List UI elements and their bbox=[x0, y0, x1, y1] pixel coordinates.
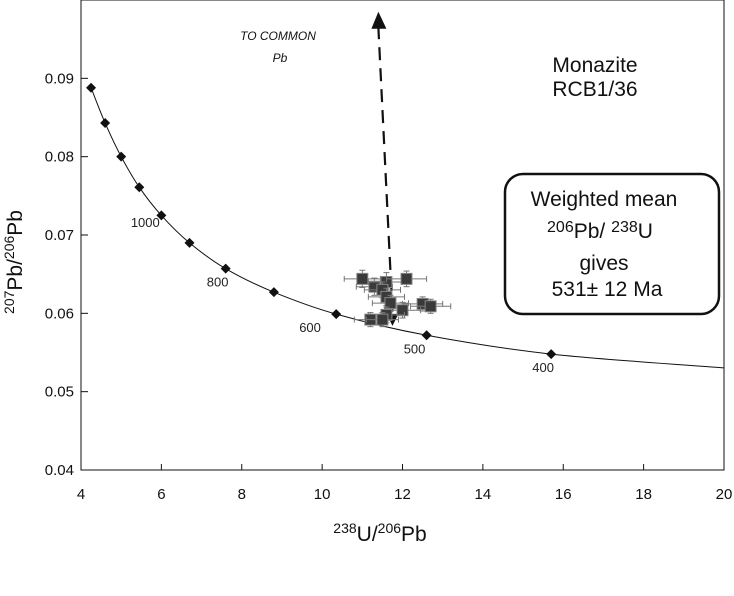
xlabel-sup1: 238 bbox=[333, 520, 357, 536]
xlabel-sup2: 206 bbox=[378, 520, 402, 536]
age-label: 600 bbox=[299, 320, 321, 335]
data-points bbox=[343, 269, 452, 328]
concordia-marker bbox=[331, 309, 342, 320]
y-tick-label: 0.06 bbox=[45, 305, 74, 322]
ylabel-t1: Pb/ bbox=[4, 259, 27, 291]
result-box bbox=[503, 172, 721, 316]
y-tick-label: 0.04 bbox=[45, 462, 74, 479]
concordia-marker bbox=[156, 210, 167, 221]
x-tick-label: 12 bbox=[394, 486, 411, 503]
y-tick-label: 0.07 bbox=[45, 227, 74, 244]
concordia-marker bbox=[220, 263, 231, 274]
concordia-markers bbox=[86, 82, 557, 360]
axis-ticks: 4 6 8 10 12 14 16 18 20 0.04 0.05 0.06 0.07 0.08 0.09 bbox=[45, 70, 733, 503]
xlabel-t2: Pb bbox=[401, 523, 427, 546]
x-tick-label: 6 bbox=[157, 486, 165, 503]
x-axis-label: 238U/206Pb bbox=[333, 520, 426, 546]
age-label: 800 bbox=[207, 275, 229, 290]
arrow-label-line1: TO COMMON bbox=[240, 29, 316, 43]
data-point bbox=[402, 296, 444, 312]
data-point bbox=[365, 312, 399, 328]
concordia-marker bbox=[268, 287, 279, 298]
x-tick-label: 4 bbox=[77, 486, 85, 503]
x-tick-label: 16 bbox=[555, 486, 572, 503]
data-point bbox=[410, 298, 452, 314]
data-point bbox=[385, 270, 428, 288]
age-label: 1000 bbox=[131, 215, 160, 230]
ylabel-t2: Pb bbox=[4, 210, 27, 236]
age-label: 500 bbox=[404, 341, 426, 356]
xlabel-t1: U/ bbox=[357, 523, 378, 546]
y-tick-label: 0.09 bbox=[45, 70, 74, 87]
concordia-marker bbox=[116, 151, 127, 162]
x-tick-label: 18 bbox=[635, 486, 652, 503]
result-sup2: 238 bbox=[611, 219, 638, 236]
result-sup1: 206 bbox=[547, 219, 574, 236]
x-tick-label: 8 bbox=[238, 486, 246, 503]
x-tick-label: 10 bbox=[314, 486, 331, 503]
x-tick-label: 20 bbox=[716, 486, 733, 503]
x-tick-label: 14 bbox=[475, 486, 492, 503]
concordia-marker bbox=[134, 182, 145, 193]
chart-subtitle: RCB1/36 bbox=[552, 78, 637, 101]
ylabel-sup2: 206 bbox=[1, 236, 17, 260]
arrow-head-top bbox=[371, 11, 387, 29]
ylabel-sup1: 207 bbox=[1, 290, 17, 314]
result-t2: U bbox=[638, 220, 653, 243]
age-labels: 1000 800 600 500 400 bbox=[131, 215, 554, 375]
concordia-marker bbox=[421, 330, 432, 341]
arrow-label-line2: Pb bbox=[273, 51, 288, 65]
data-point bbox=[355, 277, 393, 296]
arrow-shaft bbox=[377, 27, 394, 312]
y-axis-label: 207Pb/206Pb bbox=[1, 210, 27, 314]
concordia-marker bbox=[100, 117, 111, 128]
y-tick-label: 0.05 bbox=[45, 384, 74, 401]
age-label: 400 bbox=[532, 360, 554, 375]
concordia-marker bbox=[86, 82, 97, 93]
concordia-marker bbox=[184, 237, 195, 248]
result-line4: 531± 12 Ma bbox=[552, 278, 663, 301]
result-t1: Pb/ bbox=[574, 220, 611, 243]
concordia-marker bbox=[546, 349, 557, 360]
chart-title: Monazite bbox=[552, 54, 637, 77]
result-line3: gives bbox=[579, 252, 628, 275]
result-line1: Weighted mean bbox=[531, 188, 678, 211]
y-tick-label: 0.08 bbox=[45, 149, 74, 166]
result-line2: 206Pb/ 238U bbox=[547, 219, 653, 243]
